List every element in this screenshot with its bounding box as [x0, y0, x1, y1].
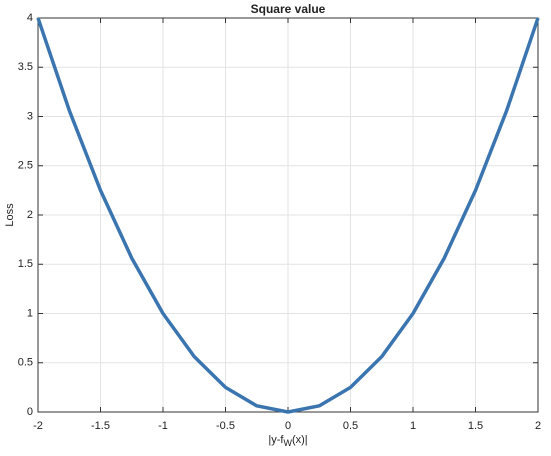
- x-axis-label-subscript: W: [283, 438, 292, 448]
- x-axis-label: |y-fW(x)|: [268, 434, 307, 448]
- x-tick-label: 1: [410, 420, 416, 432]
- y-tick-label: 2.5: [18, 160, 33, 172]
- y-tick-label: 1.5: [18, 258, 33, 270]
- y-tick-label: 3: [27, 110, 33, 122]
- y-tick-label: 4: [27, 12, 33, 24]
- y-tick-label: 0: [27, 406, 33, 418]
- x-tick-label: -0.5: [216, 420, 235, 432]
- y-axis-label: Loss: [4, 203, 16, 227]
- x-tick-label: -1: [158, 420, 168, 432]
- x-axis-label-part: |y-f: [268, 434, 284, 446]
- x-tick-label: 0: [285, 420, 291, 432]
- y-tick-label: 1: [27, 307, 33, 319]
- x-tick-label: 0.5: [343, 420, 358, 432]
- y-tick-label: 3.5: [18, 61, 33, 73]
- y-tick-label: 2: [27, 209, 33, 221]
- x-tick-label: 1.5: [468, 420, 483, 432]
- x-tick-label: 2: [535, 420, 541, 432]
- y-tick-label: 0.5: [18, 357, 33, 369]
- line-series: [36, 17, 540, 414]
- plot-area: 0 0.5 1 1.5 2 2.5 3 3.5 4 -2 -1.5 -1 -0.5 0 0.5 1 1.5 2: [18, 12, 541, 432]
- x-tick-label: -1.5: [91, 420, 110, 432]
- chart-title: Square value: [251, 2, 326, 16]
- x-axis-label-part: (x)|: [292, 434, 308, 446]
- x-tick-label: -2: [33, 420, 43, 432]
